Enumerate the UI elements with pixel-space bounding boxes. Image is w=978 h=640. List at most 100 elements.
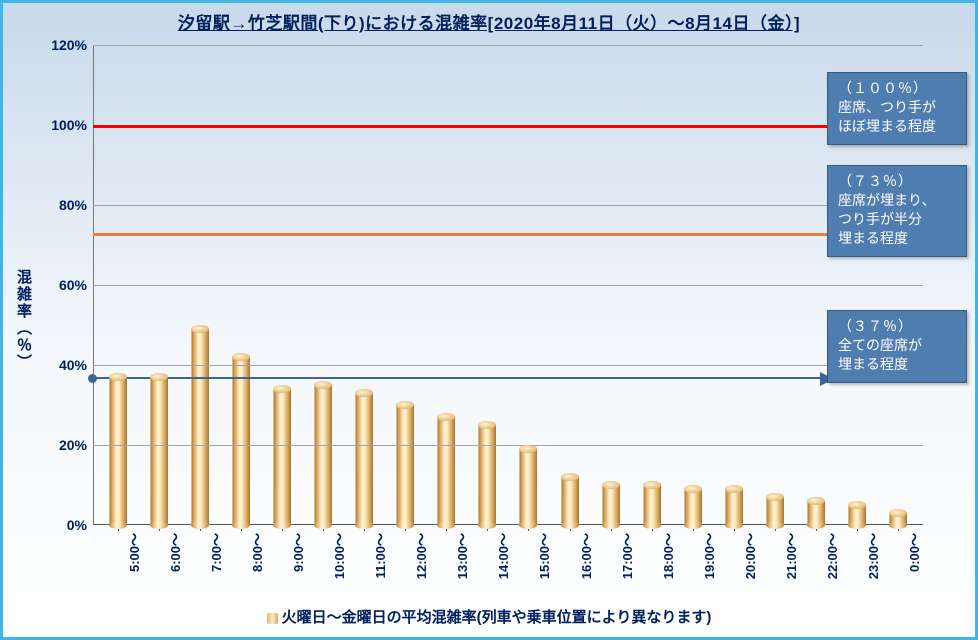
bar-front: [561, 477, 579, 525]
bar: [109, 377, 127, 525]
bar-top: [561, 473, 579, 481]
bar-bottom: [355, 521, 373, 529]
x-tick-label: 10:00～: [329, 533, 348, 579]
bar-bottom: [109, 521, 127, 529]
bar-top: [643, 481, 661, 489]
bar-bottom: [150, 521, 168, 529]
bar: [396, 405, 414, 525]
bar-top: [684, 485, 702, 493]
gridline: [93, 365, 923, 366]
x-tick-label: 6:00～: [165, 533, 184, 572]
y-tick-label: 120%: [51, 37, 93, 53]
annotation-percent: （３７％）: [838, 317, 956, 336]
bar-top: [766, 493, 784, 501]
gridline: [93, 45, 923, 46]
x-tick-label: 5:00～: [124, 533, 143, 572]
bar-front: [602, 485, 620, 525]
bar: [191, 329, 209, 525]
bar-front: [314, 385, 332, 525]
bar: [478, 425, 496, 525]
bar-bottom: [561, 521, 579, 529]
bar: [437, 417, 455, 525]
y-axis-title: 混雑率（％）: [13, 269, 34, 371]
bar-front: [150, 377, 168, 525]
bar-bottom: [889, 521, 907, 529]
bar: [684, 489, 702, 525]
x-tick-label: 23:00～: [863, 533, 882, 579]
x-tick-label: 14:00～: [493, 533, 512, 579]
y-tick-label: 80%: [59, 197, 93, 213]
bar-top: [602, 481, 620, 489]
bar: [766, 497, 784, 525]
x-tick-label: 22:00～: [822, 533, 841, 579]
x-tick-label: 20:00～: [740, 533, 759, 579]
gridline: [93, 205, 923, 206]
reference-line-73: [93, 233, 832, 236]
annotation-line: 全ての座席が: [838, 336, 956, 355]
bar-bottom: [807, 521, 825, 529]
bar: [561, 477, 579, 525]
chart-title: 汐留駅→竹芝駅間(下り)における混雑率[2020年8月11日（火）～8月14日（…: [3, 9, 975, 34]
bar-bottom: [314, 521, 332, 529]
bar: [273, 389, 291, 525]
bar-front: [232, 357, 250, 525]
y-tick-label: 60%: [59, 277, 93, 293]
bar-bottom: [437, 521, 455, 529]
bar-front: [478, 425, 496, 525]
bar-bottom: [684, 521, 702, 529]
plot-area: 5:00～6:00～7:00～8:00～9:00～10:00～11:00～12:…: [93, 45, 923, 525]
annotation-line: 座席が埋まり、: [838, 191, 956, 210]
bar: [807, 501, 825, 525]
annotation-box-73: （７３％）座席が埋まり、つり手が半分埋まる程度: [827, 165, 967, 257]
bar-bottom: [848, 521, 866, 529]
annotation-line: 埋まる程度: [838, 355, 956, 374]
bar-bottom: [725, 521, 743, 529]
y-tick-label: 20%: [59, 437, 93, 453]
bar-front: [191, 329, 209, 525]
x-tick-label: 8:00～: [247, 533, 266, 572]
x-tick-label: 19:00～: [699, 533, 718, 579]
y-tick-label: 40%: [59, 357, 93, 373]
bar: [643, 485, 661, 525]
chart-frame: 汐留駅→竹芝駅間(下り)における混雑率[2020年8月11日（火）～8月14日（…: [0, 0, 978, 640]
annotation-line: 座席、つり手が: [838, 98, 956, 117]
bar-bottom: [232, 521, 250, 529]
annotation-box-100: （１００％）座席、つり手がほぼ埋まる程度: [827, 72, 967, 145]
bar: [725, 489, 743, 525]
bar-bottom: [602, 521, 620, 529]
bar-front: [437, 417, 455, 525]
bar: [889, 513, 907, 525]
bar: [232, 357, 250, 525]
bar-top: [191, 325, 209, 333]
bar-bottom: [191, 521, 209, 529]
bar-top: [725, 485, 743, 493]
bar-front: [725, 489, 743, 525]
legend: 火曜日～金曜日の平均混雑率(列車や乗車位置により異なります): [3, 606, 975, 627]
x-tick-label: 17:00～: [617, 533, 636, 579]
reference-line-100: [93, 125, 923, 128]
bar-bottom: [519, 521, 537, 529]
bar-bottom: [478, 521, 496, 529]
x-tick-label: 7:00～: [206, 533, 225, 572]
x-tick-label: 11:00～: [370, 533, 389, 579]
bar-top: [314, 381, 332, 389]
bar: [848, 505, 866, 525]
bar-front: [109, 377, 127, 525]
reference-line-37: [93, 377, 832, 379]
bar-top: [355, 389, 373, 397]
bar-front: [643, 485, 661, 525]
x-tick-label: 16:00～: [576, 533, 595, 579]
bar: [519, 449, 537, 525]
bar-front: [684, 489, 702, 525]
legend-swatch: [267, 613, 278, 624]
x-tick-label: 15:00～: [534, 533, 553, 579]
annotation-percent: （１００％）: [838, 79, 956, 98]
bar: [355, 393, 373, 525]
bar-bottom: [643, 521, 661, 529]
x-tick-label: 21:00～: [781, 533, 800, 579]
x-tick-label: 13:00～: [452, 533, 471, 579]
x-tick-label: 12:00～: [411, 533, 430, 579]
bar: [150, 377, 168, 525]
bar-top: [232, 353, 250, 361]
x-tick-label: 18:00～: [658, 533, 677, 579]
